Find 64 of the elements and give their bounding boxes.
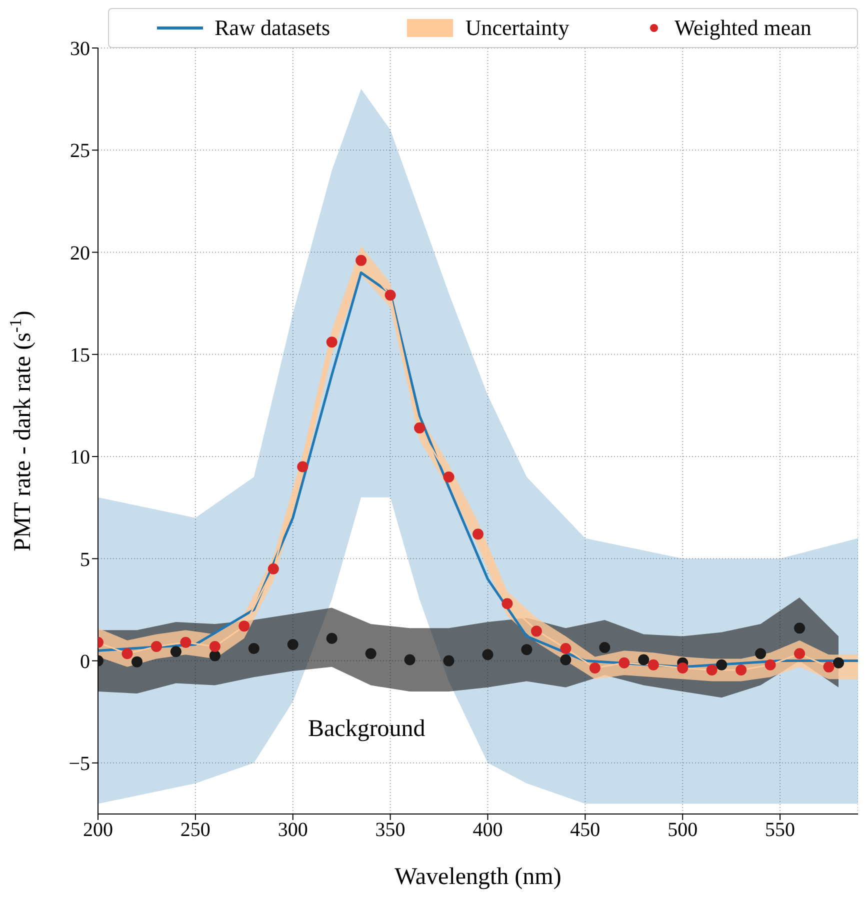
x-tick-label: 550 — [765, 819, 796, 842]
y-tick-label: 10 — [70, 446, 90, 469]
point — [736, 664, 747, 676]
point — [764, 659, 776, 670]
point — [404, 654, 416, 666]
point — [287, 638, 298, 650]
point — [677, 662, 688, 674]
point — [326, 632, 338, 644]
point — [560, 654, 572, 666]
legend-label: Uncertainty — [465, 15, 570, 41]
point — [248, 643, 260, 654]
x-tick-label: 300 — [278, 819, 308, 842]
point — [443, 655, 454, 666]
x-tick-label: 250 — [180, 819, 210, 842]
point — [384, 290, 396, 301]
y-tick-label: 30 — [70, 38, 90, 60]
point — [716, 659, 728, 670]
point — [794, 622, 806, 634]
point — [482, 649, 494, 660]
y-tick-label: 25 — [70, 140, 90, 162]
point — [356, 254, 367, 266]
x-tick-label: 200 — [83, 819, 113, 842]
point — [599, 642, 610, 654]
point — [326, 336, 338, 348]
point — [131, 656, 142, 668]
point — [560, 643, 572, 654]
point — [530, 626, 542, 637]
point — [833, 657, 844, 668]
point — [170, 646, 182, 658]
y-tick-label: 20 — [70, 242, 90, 264]
point — [794, 648, 806, 660]
point — [823, 661, 834, 672]
annotation: Background — [308, 716, 426, 743]
point — [414, 422, 426, 434]
y-tick-label: 5 — [80, 548, 90, 571]
point — [122, 648, 133, 660]
legend-label: Weighted mean — [674, 15, 812, 41]
point — [618, 657, 630, 668]
point — [648, 659, 659, 670]
x-tick-label: 500 — [668, 819, 698, 842]
point — [268, 563, 279, 574]
point — [589, 662, 600, 674]
x-tick-label: 400 — [472, 819, 503, 842]
point — [180, 636, 192, 648]
point — [638, 654, 650, 666]
x-tick-label: 350 — [375, 819, 406, 842]
point — [209, 641, 220, 652]
point — [706, 664, 718, 676]
point — [365, 648, 376, 660]
y-tick-label: 0 — [80, 650, 90, 673]
point — [297, 461, 308, 472]
point — [521, 644, 532, 656]
point — [150, 641, 162, 652]
x-axis-title: Wavelength (nm) — [394, 864, 562, 890]
point — [238, 620, 250, 632]
legend-label: Raw datasets — [214, 15, 330, 41]
x-tick-label: 450 — [570, 819, 600, 842]
y-tick-label: 15 — [70, 344, 90, 366]
point — [443, 471, 454, 482]
point — [755, 648, 766, 660]
point — [209, 650, 220, 662]
point — [472, 528, 484, 540]
point — [502, 598, 513, 610]
y-tick-label: −5 — [68, 753, 90, 776]
